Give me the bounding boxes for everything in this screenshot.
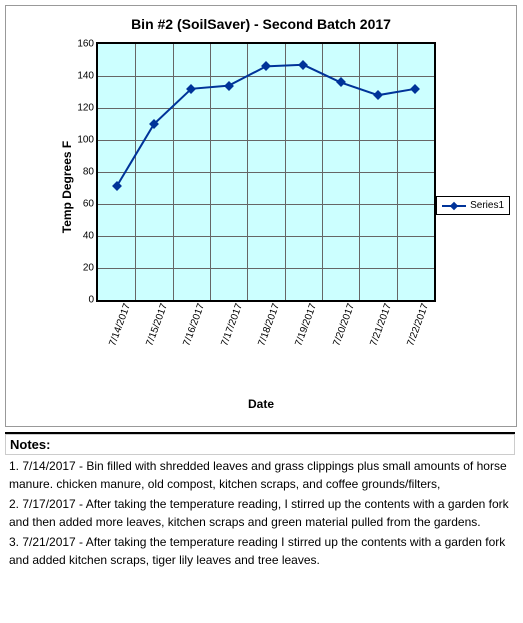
- data-series: [98, 44, 434, 300]
- y-axis-label: Temp Degrees F: [60, 141, 74, 233]
- y-tick-label: 80: [83, 167, 98, 178]
- y-tick-label: 60: [83, 199, 98, 210]
- note-item: 2. 7/17/2017 - After taking the temperat…: [9, 495, 511, 531]
- x-axis-label: Date: [6, 397, 516, 411]
- x-tick-label: 7/15/2017: [139, 300, 170, 348]
- y-tick-label: 40: [83, 231, 98, 242]
- y-tick-label: 140: [77, 71, 98, 82]
- y-tick-label: 20: [83, 263, 98, 274]
- plot-area: 0204060801001201401607/14/20177/15/20177…: [96, 42, 436, 302]
- legend-label: Series1: [470, 200, 504, 211]
- x-tick-label: 7/17/2017: [213, 300, 244, 348]
- x-tick-label: 7/18/2017: [251, 300, 282, 348]
- notes-header: Notes:: [5, 434, 515, 455]
- note-item: 3. 7/21/2017 - After taking the temperat…: [9, 533, 511, 569]
- x-tick-label: 7/22/2017: [400, 300, 431, 348]
- chart-title: Bin #2 (SoilSaver) - Second Batch 2017: [6, 6, 516, 37]
- x-tick-label: 7/16/2017: [176, 300, 207, 348]
- x-tick-label: 7/20/2017: [325, 300, 356, 348]
- y-tick-label: 120: [77, 103, 98, 114]
- legend: Series1: [436, 196, 510, 215]
- legend-marker-icon: [442, 201, 466, 211]
- plot-wrapper: Temp Degrees F 0204060801001201401607/14…: [66, 42, 436, 332]
- x-tick-label: 7/19/2017: [288, 300, 319, 348]
- notes-section: Notes: 1. 7/14/2017 - Bin filled with sh…: [5, 432, 515, 573]
- x-tick-label: 7/21/2017: [363, 300, 394, 348]
- chart-container: Bin #2 (SoilSaver) - Second Batch 2017 T…: [5, 5, 517, 427]
- y-tick-label: 0: [88, 295, 98, 306]
- y-tick-label: 160: [77, 39, 98, 50]
- x-tick-label: 7/14/2017: [101, 300, 132, 348]
- y-tick-label: 100: [77, 135, 98, 146]
- note-item: 1. 7/14/2017 - Bin filled with shredded …: [9, 457, 511, 493]
- notes-body: 1. 7/14/2017 - Bin filled with shredded …: [5, 455, 515, 573]
